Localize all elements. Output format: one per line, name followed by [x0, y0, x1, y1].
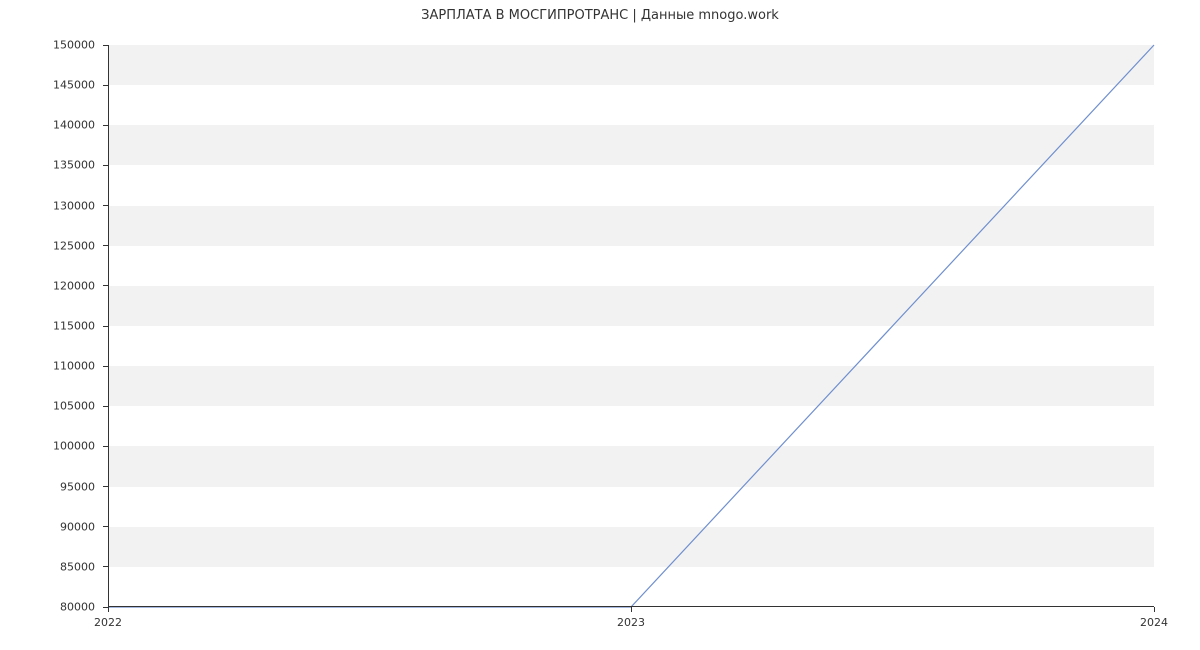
y-tick-label: 90000 [60, 520, 95, 533]
y-tick-label: 100000 [53, 440, 95, 453]
chart-series [108, 45, 1154, 607]
y-tick-mark [103, 446, 108, 447]
y-tick-mark [103, 45, 108, 46]
x-tick-label: 2022 [94, 616, 122, 629]
y-tick-label: 140000 [53, 119, 95, 132]
y-tick-label: 150000 [53, 39, 95, 52]
y-tick-mark [103, 366, 108, 367]
y-tick-mark [103, 326, 108, 327]
y-tick-mark [103, 205, 108, 206]
x-tick-label: 2023 [617, 616, 645, 629]
y-tick-mark [103, 165, 108, 166]
x-tick-mark [108, 607, 109, 612]
y-tick-label: 125000 [53, 239, 95, 252]
x-tick-mark [1154, 607, 1155, 612]
y-tick-label: 110000 [53, 360, 95, 373]
x-tick-label: 2024 [1140, 616, 1168, 629]
y-tick-mark [103, 526, 108, 527]
chart-title: ЗАРПЛАТА В МОСГИПРОТРАНС | Данные mnogo.… [0, 8, 1200, 23]
y-tick-mark [103, 125, 108, 126]
y-tick-mark [103, 566, 108, 567]
y-tick-label: 115000 [53, 320, 95, 333]
y-tick-label: 145000 [53, 79, 95, 92]
y-tick-mark [103, 285, 108, 286]
x-tick-mark [631, 607, 632, 612]
y-tick-label: 80000 [60, 601, 95, 614]
y-tick-mark [103, 85, 108, 86]
y-tick-mark [103, 406, 108, 407]
y-tick-label: 95000 [60, 480, 95, 493]
chart-plot-area: 8000085000900009500010000010500011000011… [108, 45, 1154, 607]
y-tick-label: 130000 [53, 199, 95, 212]
y-tick-label: 85000 [60, 560, 95, 573]
y-tick-mark [103, 486, 108, 487]
y-tick-label: 120000 [53, 279, 95, 292]
series-line-salary [108, 45, 1154, 607]
y-tick-label: 105000 [53, 400, 95, 413]
y-tick-mark [103, 245, 108, 246]
y-axis-spine [108, 45, 109, 607]
y-tick-label: 135000 [53, 159, 95, 172]
